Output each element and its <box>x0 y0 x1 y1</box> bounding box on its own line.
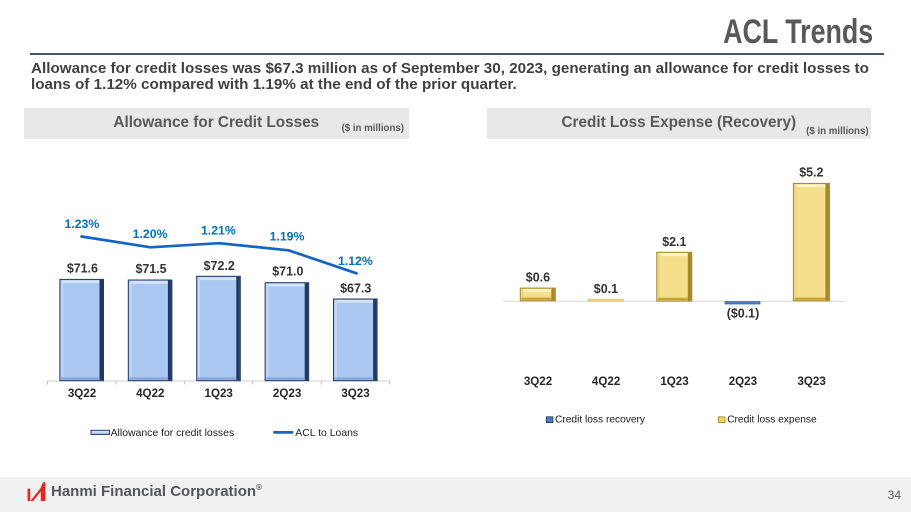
svg-text:ACL to Loans: ACL to Loans <box>295 428 358 439</box>
svg-text:($0.1): ($0.1) <box>727 306 760 320</box>
svg-text:4Q22: 4Q22 <box>592 375 620 388</box>
svg-text:$5.2: $5.2 <box>799 165 823 179</box>
svg-text:2Q23: 2Q23 <box>273 387 302 400</box>
svg-text:$71.0: $71.0 <box>272 265 303 279</box>
svg-text:$71.6: $71.6 <box>67 261 98 275</box>
svg-text:4Q22: 4Q22 <box>136 387 164 400</box>
svg-text:1.23%: 1.23% <box>64 217 99 231</box>
svg-text:$71.5: $71.5 <box>135 262 166 276</box>
svg-text:1Q23: 1Q23 <box>205 387 234 400</box>
svg-text:$0.6: $0.6 <box>526 270 550 284</box>
svg-text:$67.3: $67.3 <box>340 281 371 295</box>
svg-text:Credit loss expense: Credit loss expense <box>727 415 817 426</box>
svg-text:$2.1: $2.1 <box>662 235 686 249</box>
svg-text:$72.2: $72.2 <box>204 259 235 273</box>
svg-text:1Q23: 1Q23 <box>660 375 689 388</box>
svg-text:Credit loss recovery: Credit loss recovery <box>555 415 646 426</box>
svg-text:3Q23: 3Q23 <box>797 375 826 388</box>
svg-text:1.12%: 1.12% <box>338 254 373 268</box>
svg-text:3Q22: 3Q22 <box>524 375 552 388</box>
svg-text:3Q22: 3Q22 <box>68 387 96 400</box>
svg-text:3Q23: 3Q23 <box>341 387 370 400</box>
svg-text:2Q23: 2Q23 <box>729 375 758 388</box>
svg-text:1.21%: 1.21% <box>201 224 236 238</box>
svg-text:1.20%: 1.20% <box>133 227 168 241</box>
svg-text:$0.1: $0.1 <box>594 282 618 296</box>
svg-text:Allowance for credit losses: Allowance for credit losses <box>111 428 235 439</box>
svg-text:1.19%: 1.19% <box>270 230 305 244</box>
